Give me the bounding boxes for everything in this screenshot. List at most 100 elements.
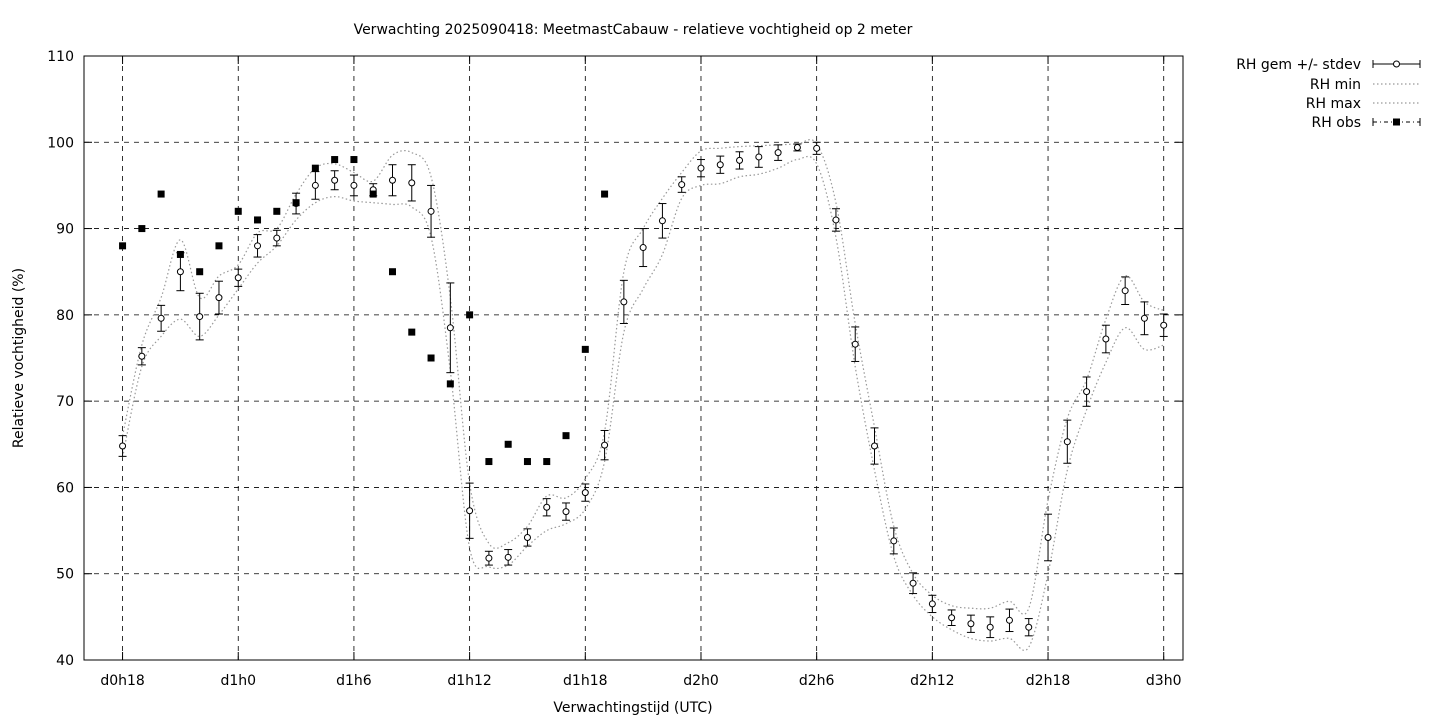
x-tick-label: d2h12 [910, 673, 954, 689]
mean-point [543, 503, 551, 511]
x-tick-label: d1h6 [336, 673, 372, 689]
errorbar-series [118, 141, 1168, 639]
mean-point [774, 149, 782, 157]
mean-point [523, 533, 531, 541]
mean-point [909, 579, 917, 587]
legend-marker-mean [1393, 60, 1400, 68]
legend-label-mean: RH gem +/- stdev [1236, 57, 1361, 73]
mean-point [697, 164, 705, 172]
obs-point [446, 380, 454, 388]
mean-point [176, 268, 184, 276]
mean-point [1160, 321, 1168, 329]
mean-point [504, 553, 512, 561]
y-tick-label: 40 [56, 653, 74, 669]
obs-point [504, 440, 512, 448]
y-ticks: 40 50 60 70 80 90 100 110 [47, 49, 1183, 669]
mean-point [601, 441, 609, 449]
x-tick-label: d1h12 [447, 673, 491, 689]
obs-point [119, 242, 127, 250]
mean-point [639, 244, 647, 252]
mean-point [620, 298, 628, 306]
mean-point [928, 600, 936, 608]
obs-point [427, 354, 435, 362]
obs-point [408, 328, 416, 336]
mean-point [1121, 287, 1129, 295]
mean-point [736, 156, 744, 164]
x-ticks: d0h18 d1h0 d1h6 d1h12 d1h18 d2h0 d2h6 d2h12 d2h1… [100, 56, 1182, 689]
obs-point [601, 190, 609, 198]
mean-point [1140, 314, 1148, 322]
obs-point [350, 156, 358, 164]
mean-point [813, 144, 821, 152]
obs-point [485, 458, 493, 466]
mean-point [832, 216, 840, 224]
obs-point [157, 190, 165, 198]
mean-point [581, 489, 589, 497]
legend-label-min: RH min [1310, 77, 1361, 93]
x-tick-label: d3h0 [1146, 673, 1182, 689]
mean-point [408, 179, 416, 187]
x-axis-label: Verwachtingstijd (UTC) [553, 700, 712, 716]
obs-point [311, 164, 319, 172]
legend-marker-obs [1393, 118, 1400, 126]
mean-point [755, 153, 763, 161]
mean-point [1044, 533, 1052, 541]
x-tick-label: d2h18 [1026, 673, 1070, 689]
obs-point [388, 268, 396, 276]
mean-point [793, 143, 801, 151]
mean-point [1083, 388, 1091, 396]
legend: RH gem +/- stdev RH min RH max RH obs [1236, 57, 1421, 131]
obs-point [138, 225, 146, 233]
x-tick-label: d2h6 [799, 673, 835, 689]
obs-point [215, 242, 223, 250]
mean-point [851, 340, 859, 348]
x-tick-label: d0h18 [100, 673, 144, 689]
mean-point [716, 161, 724, 169]
obs-point [196, 268, 204, 276]
y-tick-label: 90 [56, 222, 74, 238]
minmax-lines [122, 139, 1164, 651]
mean-point [331, 176, 339, 184]
mean-point [119, 442, 127, 450]
mean-point [311, 181, 319, 189]
obs-point [562, 432, 570, 440]
mean-point [658, 217, 666, 225]
x-tick-label: d1h18 [563, 673, 607, 689]
mean-point [273, 234, 281, 242]
obs-point [292, 199, 300, 207]
mean-point [234, 274, 242, 282]
mean-point [967, 620, 975, 628]
mean-point [446, 324, 454, 332]
obs-point [331, 156, 339, 164]
chart-title: Verwachting 2025090418: MeetmastCabauw -… [354, 22, 913, 38]
obs-point [273, 207, 281, 215]
y-tick-label: 100 [47, 135, 74, 151]
mean-point [562, 508, 570, 516]
y-axis-label: Relatieve vochtigheid (%) [11, 268, 27, 448]
mean-point [466, 507, 474, 515]
obs-point [369, 190, 377, 198]
mean-point [890, 537, 898, 545]
mean-point [1063, 438, 1071, 446]
mean-point [196, 313, 204, 321]
y-tick-label: 60 [56, 480, 74, 496]
mean-point [138, 352, 146, 360]
x-tick-label: d1h0 [220, 673, 256, 689]
y-tick-label: 50 [56, 567, 74, 583]
observation-series [119, 156, 609, 466]
mean-point [871, 442, 879, 450]
rh-min-line [122, 155, 1164, 651]
y-tick-label: 80 [56, 308, 74, 324]
grid [84, 56, 1183, 660]
obs-point [543, 458, 551, 466]
y-tick-label: 70 [56, 394, 74, 410]
mean-point [427, 207, 435, 215]
mean-point [1005, 616, 1013, 624]
mean-point [157, 314, 165, 322]
legend-label-obs: RH obs [1312, 115, 1361, 131]
mean-point [1025, 623, 1033, 631]
mean-point [388, 176, 396, 184]
mean-point [485, 554, 493, 562]
x-tick-label: d2h0 [683, 673, 719, 689]
obs-point [466, 311, 474, 319]
